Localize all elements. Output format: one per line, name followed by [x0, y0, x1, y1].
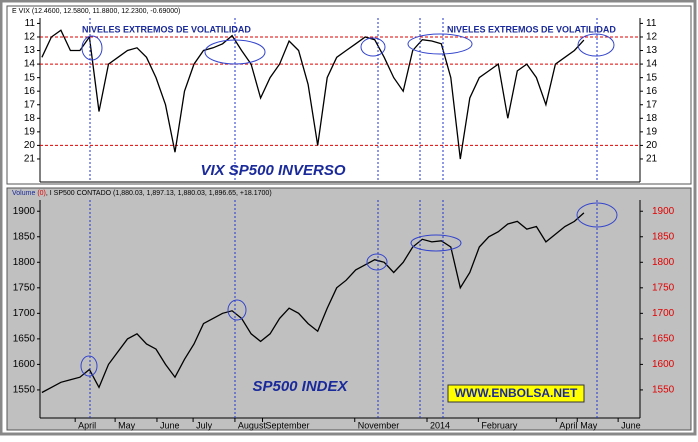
panel-bottom	[6, 187, 692, 431]
y-tick-label: 11	[25, 18, 36, 29]
y-tick-label: 17	[646, 99, 658, 110]
y-tick-label: 12	[24, 32, 36, 43]
x-tick-label: May	[580, 420, 598, 430]
x-tick-label: September	[266, 420, 310, 430]
y-tick-label: 1900	[13, 206, 36, 217]
panel-top	[6, 5, 692, 185]
annotation: NIVELES EXTREMOS DE VOLATILIDAD	[82, 24, 251, 34]
x-tick-label: May	[118, 420, 136, 430]
header-part: , I SP500 CONTADO (1,880.03, 1,897.13, 1…	[46, 190, 272, 197]
y-tick-label: 15	[646, 72, 658, 83]
y-tick-label: 1550	[652, 385, 675, 396]
y-tick-label: 1550	[13, 385, 36, 396]
y-tick-label: 16	[24, 86, 36, 97]
y-tick-label: 14	[646, 59, 658, 70]
y-tick-label: 19	[646, 126, 658, 137]
x-tick-label: July	[196, 420, 213, 430]
y-tick-label: 13	[24, 45, 36, 56]
label-box	[447, 384, 585, 403]
y-tick-label: 20	[646, 140, 658, 151]
y-tick-label: 1850	[13, 231, 36, 242]
x-tick-label: 2014	[430, 420, 450, 430]
highlights	[80, 33, 618, 377]
annotation: VIX SP500 INVERSO	[200, 162, 345, 179]
y-tick-label: 14	[24, 59, 36, 70]
annotation: WWW.ENBOLSA.NET	[455, 386, 578, 400]
annotation: SP500 INDEX	[252, 378, 348, 395]
x-tick-label: June	[160, 420, 180, 430]
series-line	[41, 212, 585, 394]
y-tick-label: 21	[24, 154, 36, 165]
y-tick-label: 1600	[652, 359, 675, 370]
y-tick-label: 12	[646, 32, 658, 43]
y-tick-label: 1600	[13, 359, 36, 370]
x-tick-label: November	[358, 420, 400, 430]
annotation: NIVELES EXTREMOS DE VOLATILIDAD	[447, 24, 616, 34]
x-tick-label: June	[621, 420, 641, 430]
y-tick-label: 18	[24, 113, 36, 124]
y-tick-label: 1700	[13, 308, 36, 319]
y-tick-label: 1800	[13, 257, 36, 268]
y-tick-label: 1800	[652, 257, 675, 268]
y-tick-label: 16	[646, 86, 658, 97]
x-tick-label: February	[481, 420, 518, 430]
event-lines	[89, 18, 598, 418]
header-part: Volume	[12, 190, 35, 197]
y-tick-label: 1900	[652, 206, 675, 217]
y-tick-label: 20	[24, 140, 36, 151]
y-tick-label: 18	[646, 113, 658, 124]
y-tick-label: 1750	[652, 282, 675, 293]
y-tick-label: 21	[646, 154, 658, 165]
y-tick-label: 1650	[652, 334, 675, 345]
header-part: (0)	[37, 190, 46, 197]
x-tick-label: August	[238, 420, 267, 430]
series-line	[41, 29, 585, 160]
header: E VIX (12.4600, 12.5800, 11.8800, 12.230…	[12, 8, 180, 15]
y-tick-label: 17	[24, 99, 36, 110]
y-tick-label: 1750	[13, 282, 36, 293]
header: Volume (0), I SP500 CONTADO (1,880.03, 1…	[12, 190, 272, 197]
y-tick-label: 13	[646, 45, 658, 56]
y-tick-label: 11	[646, 18, 657, 29]
x-tick-label: April	[559, 420, 577, 430]
y-tick-label: 1700	[652, 308, 675, 319]
y-tick-label: 1850	[652, 231, 675, 242]
x-tick-label: April	[78, 420, 96, 430]
y-tick-label: 19	[24, 126, 36, 137]
y-tick-label: 15	[24, 72, 36, 83]
y-tick-label: 1650	[13, 334, 36, 345]
